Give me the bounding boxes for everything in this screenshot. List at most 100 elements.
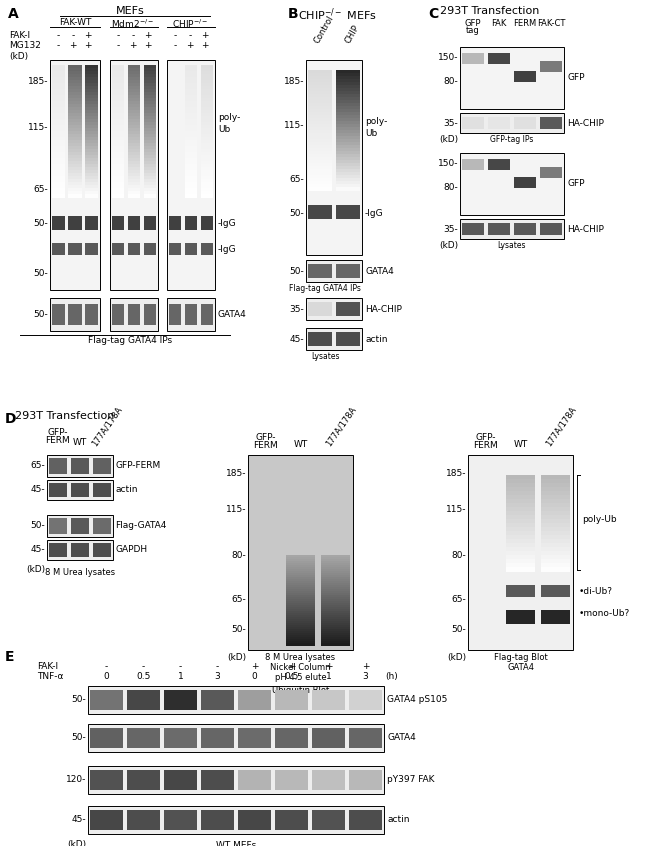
Bar bbox=[127, 122, 140, 126]
Bar bbox=[286, 597, 315, 600]
Text: 150-: 150- bbox=[437, 52, 458, 62]
Text: Lysates: Lysates bbox=[311, 352, 339, 361]
Bar bbox=[144, 95, 157, 99]
Bar bbox=[201, 149, 213, 153]
Bar bbox=[112, 194, 124, 198]
Bar bbox=[462, 53, 484, 64]
Bar bbox=[488, 159, 510, 170]
Bar bbox=[321, 555, 350, 558]
Text: MG132: MG132 bbox=[9, 41, 41, 50]
Bar bbox=[85, 125, 98, 129]
Bar bbox=[201, 152, 213, 156]
Bar bbox=[506, 487, 535, 492]
Bar bbox=[541, 585, 570, 597]
Bar bbox=[286, 583, 315, 586]
Bar bbox=[144, 68, 157, 72]
Bar bbox=[144, 143, 157, 147]
Text: -IgG: -IgG bbox=[218, 245, 237, 255]
Bar bbox=[112, 161, 124, 165]
Bar bbox=[85, 74, 98, 78]
Bar bbox=[112, 125, 124, 129]
Bar bbox=[71, 518, 89, 534]
Bar bbox=[127, 140, 140, 144]
Bar bbox=[514, 223, 536, 235]
Bar bbox=[68, 143, 82, 147]
Bar bbox=[460, 47, 564, 109]
Bar bbox=[51, 119, 65, 123]
Bar bbox=[308, 181, 332, 185]
Bar bbox=[460, 219, 564, 239]
Text: GATA4: GATA4 bbox=[365, 266, 394, 276]
Bar bbox=[164, 770, 197, 790]
Text: FAK-I: FAK-I bbox=[37, 662, 58, 671]
Text: 50-: 50- bbox=[72, 695, 86, 705]
Text: Flag-tag Blot: Flag-tag Blot bbox=[493, 653, 547, 662]
Bar bbox=[68, 173, 82, 177]
Bar bbox=[112, 152, 124, 156]
Bar bbox=[168, 216, 181, 230]
Bar bbox=[321, 571, 350, 574]
Bar bbox=[112, 83, 124, 87]
Bar bbox=[201, 176, 213, 180]
Bar bbox=[68, 161, 82, 165]
Bar bbox=[308, 166, 332, 170]
Text: GFP-: GFP- bbox=[255, 433, 276, 442]
Bar bbox=[68, 176, 82, 180]
Bar bbox=[336, 142, 359, 146]
Bar bbox=[144, 137, 157, 141]
Bar bbox=[85, 122, 98, 126]
Bar bbox=[88, 686, 384, 714]
Bar bbox=[336, 91, 359, 95]
Bar bbox=[93, 518, 111, 534]
Bar bbox=[201, 119, 213, 123]
Bar bbox=[506, 491, 535, 496]
Bar bbox=[286, 625, 315, 628]
Bar bbox=[185, 194, 198, 198]
Bar bbox=[308, 163, 332, 167]
Bar bbox=[336, 121, 359, 125]
Bar bbox=[68, 86, 82, 90]
Bar bbox=[127, 158, 140, 162]
Bar bbox=[286, 623, 315, 626]
Bar bbox=[68, 194, 82, 198]
Bar bbox=[85, 95, 98, 99]
Text: 50-: 50- bbox=[33, 218, 48, 228]
Bar bbox=[85, 113, 98, 117]
Bar bbox=[308, 82, 332, 86]
Bar bbox=[51, 86, 65, 90]
Bar bbox=[51, 188, 65, 192]
Bar bbox=[321, 625, 350, 628]
Text: +: + bbox=[202, 31, 209, 40]
Bar bbox=[93, 458, 111, 474]
Bar bbox=[506, 559, 535, 564]
Bar bbox=[321, 609, 350, 612]
Bar bbox=[144, 134, 157, 138]
Bar bbox=[286, 599, 315, 602]
Bar bbox=[68, 146, 82, 150]
Bar bbox=[85, 101, 98, 105]
Bar bbox=[308, 175, 332, 179]
Bar bbox=[144, 152, 157, 156]
Text: 8 M Urea lysates: 8 M Urea lysates bbox=[45, 568, 115, 577]
Bar bbox=[201, 131, 213, 135]
Bar bbox=[286, 641, 315, 644]
Bar bbox=[308, 85, 332, 89]
Bar bbox=[51, 176, 65, 180]
Bar bbox=[506, 479, 535, 484]
Text: E: E bbox=[5, 650, 14, 664]
Bar bbox=[185, 143, 198, 147]
Bar bbox=[336, 154, 359, 158]
Bar bbox=[85, 137, 98, 141]
Bar bbox=[514, 71, 536, 82]
Bar bbox=[144, 149, 157, 153]
Bar bbox=[336, 332, 359, 346]
Bar bbox=[541, 503, 570, 508]
Bar bbox=[308, 94, 332, 98]
Text: 80-: 80- bbox=[231, 551, 246, 559]
Text: 177A/178A: 177A/178A bbox=[543, 405, 577, 448]
Bar bbox=[68, 243, 82, 255]
Bar bbox=[201, 86, 213, 90]
Bar bbox=[112, 113, 124, 117]
Text: (kD): (kD) bbox=[26, 565, 45, 574]
Bar bbox=[308, 109, 332, 113]
